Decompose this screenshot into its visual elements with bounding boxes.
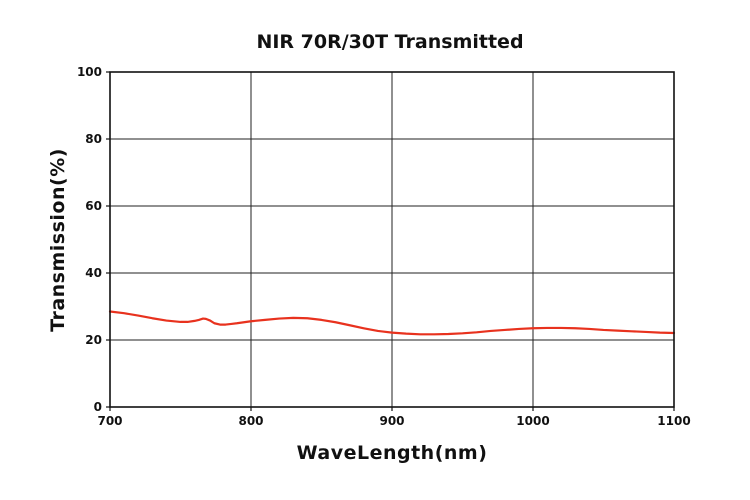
x-tick-label: 900 <box>379 414 404 428</box>
x-tick-label: 1000 <box>516 414 549 428</box>
series-layer <box>108 310 676 336</box>
grid-layer <box>109 71 675 408</box>
y-tick-label: 20 <box>85 333 102 347</box>
y-tick-label: 60 <box>85 199 102 213</box>
x-tick-label: 800 <box>238 414 263 428</box>
y-tick-label: 80 <box>85 132 102 146</box>
y-tick-label: 40 <box>85 266 102 280</box>
x-tick-label: 700 <box>97 414 122 428</box>
transmission-series-line <box>108 310 676 336</box>
chart-title: NIR 70R/30T Transmitted <box>256 31 523 53</box>
tick-layer: 700 800 900 1000 1100 0 20 40 60 80 100 <box>77 65 691 428</box>
y-tick-label: 100 <box>77 65 102 79</box>
x-axis-label: WaveLength(nm) <box>297 442 488 464</box>
y-tick-label: 0 <box>94 400 102 414</box>
y-axis-label: Transmission(%) <box>47 148 69 332</box>
x-tick-label: 1100 <box>657 414 690 428</box>
